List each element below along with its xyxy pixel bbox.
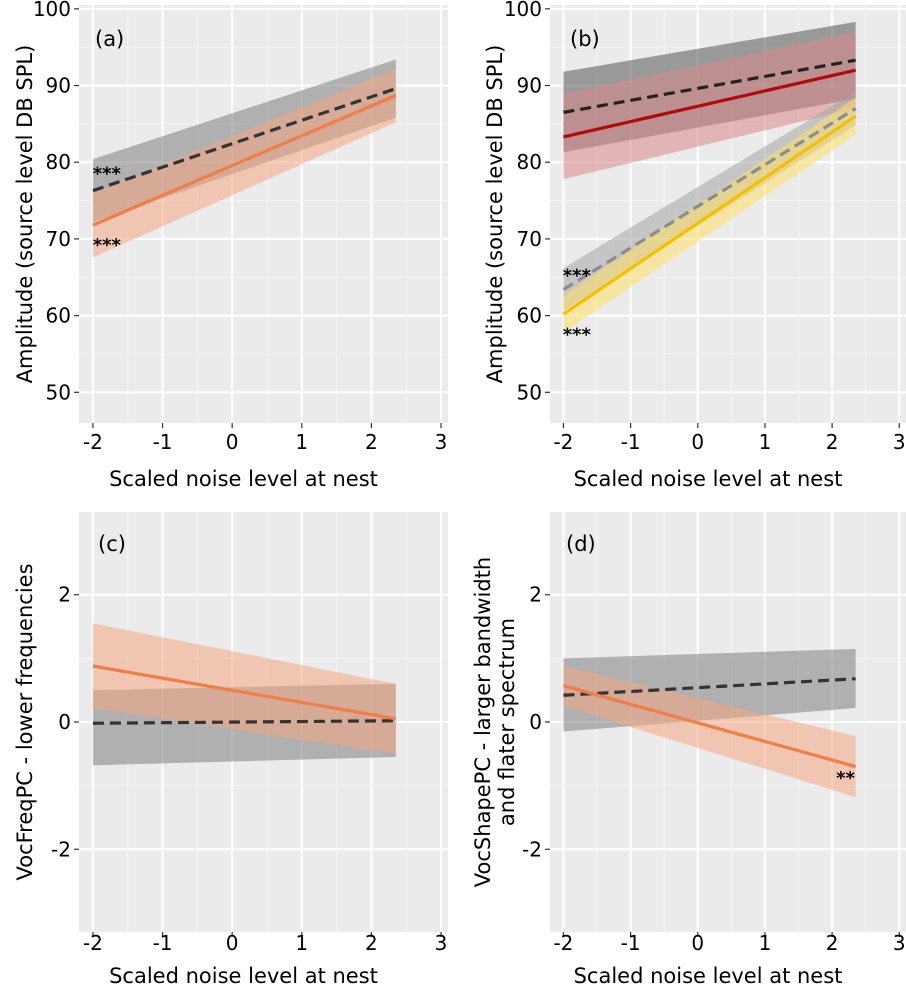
panel-d: -2 -1 0 1 2 3 -2 0 2 ** (d) Scaled noise level at n… <box>471 512 906 988</box>
y-tick-label: 70 <box>517 227 542 251</box>
series-2-ci-band <box>563 31 856 180</box>
y-tick-label: 0 <box>529 710 542 734</box>
panel-a: -2 -1 0 1 2 3 50 60 70 80 90 100 *** *** (a) Scaled noi… <box>13 0 448 491</box>
x-tick-label: 2 <box>826 931 839 955</box>
series-2-line <box>92 94 397 227</box>
x-tick-label: 3 <box>435 430 448 454</box>
x-tick-label: 2 <box>826 430 839 454</box>
x-tick-label: 1 <box>759 430 772 454</box>
x-axis-title: Scaled noise level at nest <box>109 467 378 491</box>
y-axis-title-line: and flater spectrum <box>495 618 519 826</box>
x-tick-label: 0 <box>226 931 239 955</box>
significance-marker: *** <box>563 265 592 286</box>
x-tick-label: 1 <box>295 931 308 955</box>
y-tick-label: 70 <box>46 227 71 251</box>
x-tick-label: 3 <box>893 931 906 955</box>
panel-c: -2 -1 0 1 2 3 -2 0 2 (c) Scaled noise level at nes… <box>13 512 448 988</box>
y-tick-label: 100 <box>504 0 542 21</box>
series-4-line <box>562 114 857 316</box>
significance-marker: ** <box>836 768 855 789</box>
x-axis-title: Scaled noise level at nest <box>109 964 378 988</box>
y-tick-label: 80 <box>46 150 71 174</box>
x-tick-label: 0 <box>691 430 704 454</box>
series-2-line <box>92 664 397 721</box>
y-axis-title: VocShapePC - larger bandwidthand flater … <box>471 557 519 887</box>
x-tick-label: 2 <box>365 430 378 454</box>
x-tick-label: 2 <box>365 931 378 955</box>
panel-label: (c) <box>98 532 126 556</box>
panel-label: (a) <box>95 27 124 51</box>
x-tick-label: -1 <box>153 931 173 955</box>
x-tick-label: -1 <box>621 931 641 955</box>
y-tick-label: 80 <box>517 150 542 174</box>
x-tick-label: 1 <box>295 430 308 454</box>
panel-label: (d) <box>566 532 596 556</box>
series-2-line <box>563 68 856 139</box>
significance-marker: *** <box>93 163 122 184</box>
y-axis-title: Amplitude (source level DB SPL) <box>13 45 37 384</box>
y-tick-label: -2 <box>522 837 542 861</box>
x-tick-label: -2 <box>83 430 103 454</box>
y-tick-label: 60 <box>46 304 71 328</box>
y-tick-label: 90 <box>46 74 71 98</box>
series-1-line <box>92 87 397 193</box>
x-axis-title: Scaled noise level at nest <box>574 467 843 491</box>
significance-marker: *** <box>563 324 592 345</box>
series-2-ci-band <box>92 68 396 258</box>
y-tick-label: 2 <box>529 583 542 607</box>
y-tick-label: 2 <box>58 583 71 607</box>
y-tick-label: -2 <box>51 837 71 861</box>
x-tick-label: -2 <box>83 931 103 955</box>
series-1-line <box>563 58 856 114</box>
y-tick-label: 0 <box>58 710 71 734</box>
y-tick-label: 50 <box>517 380 542 404</box>
panel-label: (b) <box>570 27 600 51</box>
x-axis-title: Scaled noise level at nest <box>574 964 843 988</box>
x-tick-label: 1 <box>759 931 772 955</box>
panel-b: -2 -1 0 1 2 3 50 60 70 80 90 100 *** *** (b) Scaled noi… <box>483 0 906 491</box>
y-axis-title-line: VocShapePC - larger bandwidth <box>471 557 495 887</box>
y-tick-label: 90 <box>517 74 542 98</box>
series-2-ci-band <box>563 666 856 798</box>
series-3-line <box>562 107 857 291</box>
x-tick-label: -1 <box>621 430 641 454</box>
x-tick-label: 0 <box>226 430 239 454</box>
y-axis-title: Amplitude (source level DB SPL) <box>483 45 507 384</box>
x-tick-label: 3 <box>893 430 906 454</box>
x-tick-label: -1 <box>153 430 173 454</box>
x-tick-label: 3 <box>435 931 448 955</box>
y-axis-title: VocFreqPC - lower frequencies <box>13 563 37 880</box>
y-tick-label: 60 <box>517 304 542 328</box>
y-tick-label: 50 <box>46 380 71 404</box>
x-tick-label: -2 <box>553 931 573 955</box>
x-tick-label: 0 <box>691 931 704 955</box>
y-tick-label: 100 <box>33 0 71 21</box>
series-1-line <box>563 677 856 697</box>
x-tick-label: -2 <box>553 430 573 454</box>
series-2-line <box>563 684 857 769</box>
significance-marker: *** <box>93 235 122 256</box>
